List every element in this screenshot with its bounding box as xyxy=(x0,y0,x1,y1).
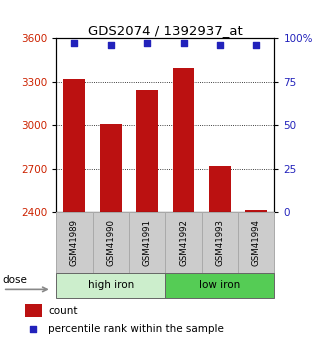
Text: GSM41991: GSM41991 xyxy=(143,219,152,266)
Text: GSM41992: GSM41992 xyxy=(179,219,188,266)
Bar xyxy=(245,210,267,212)
Bar xyxy=(25,304,42,317)
Point xyxy=(31,326,36,332)
Bar xyxy=(56,212,92,273)
Bar xyxy=(165,212,202,273)
Title: GDS2074 / 1392937_at: GDS2074 / 1392937_at xyxy=(88,24,243,37)
Text: GSM41989: GSM41989 xyxy=(70,219,79,266)
Bar xyxy=(56,273,165,298)
Bar xyxy=(100,124,122,212)
Bar xyxy=(173,68,195,212)
Bar xyxy=(209,166,231,212)
Bar xyxy=(129,212,165,273)
Bar xyxy=(64,79,85,212)
Text: high iron: high iron xyxy=(88,280,134,290)
Bar xyxy=(136,90,158,212)
Point xyxy=(108,42,113,48)
Text: count: count xyxy=(48,306,78,316)
Bar xyxy=(238,212,274,273)
Point xyxy=(254,42,259,48)
Text: dose: dose xyxy=(3,275,28,285)
Bar xyxy=(165,273,274,298)
Text: GSM41993: GSM41993 xyxy=(215,219,224,266)
Bar xyxy=(202,212,238,273)
Text: low iron: low iron xyxy=(199,280,240,290)
Text: GSM41994: GSM41994 xyxy=(252,219,261,266)
Point xyxy=(217,42,222,48)
Point xyxy=(72,40,77,46)
Point xyxy=(144,40,150,46)
Text: GSM41990: GSM41990 xyxy=(106,219,115,266)
Point xyxy=(181,40,186,46)
Text: percentile rank within the sample: percentile rank within the sample xyxy=(48,324,224,334)
Bar xyxy=(92,212,129,273)
